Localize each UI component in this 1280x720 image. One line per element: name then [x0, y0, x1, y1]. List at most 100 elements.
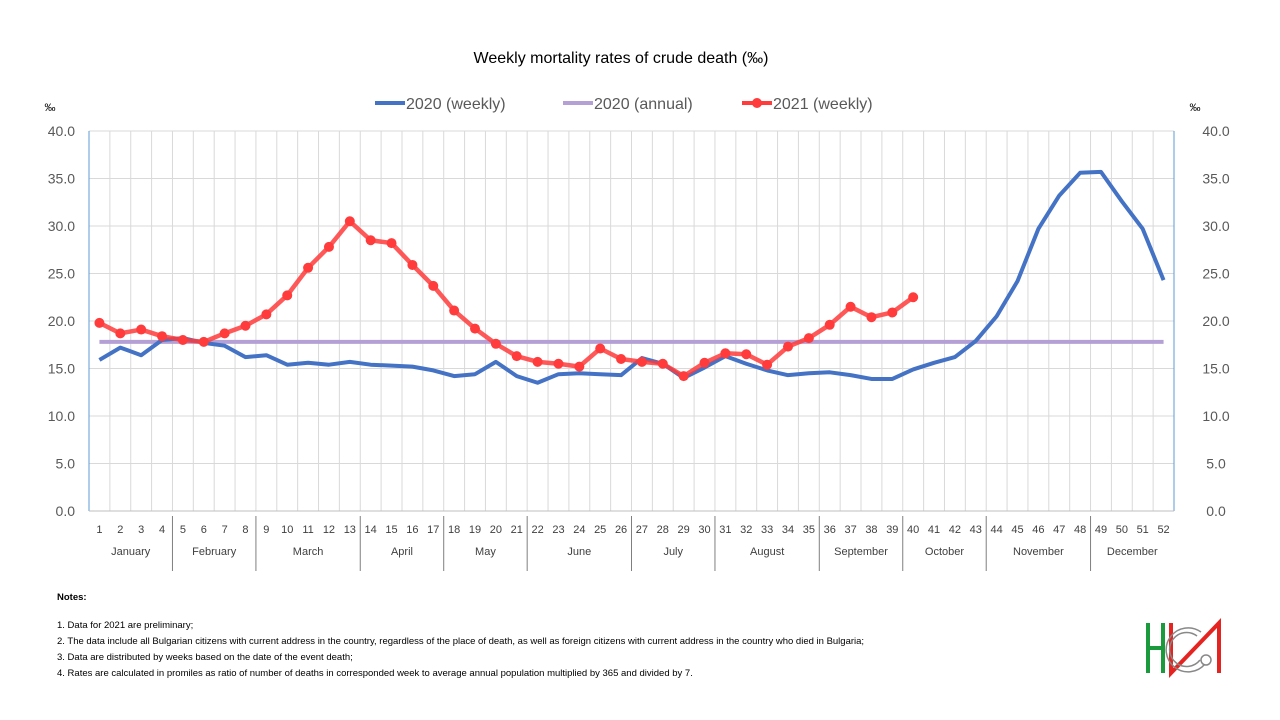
y-tick-right: 5.0 — [1206, 456, 1226, 472]
x-tick-label: 8 — [242, 524, 248, 536]
y-tick-right: 25.0 — [1202, 266, 1229, 282]
x-tick-label: 17 — [427, 524, 439, 536]
x-tick-label: 52 — [1157, 524, 1169, 536]
x-tick-label: 24 — [573, 524, 585, 536]
data-point — [407, 259, 418, 270]
data-point — [908, 292, 919, 303]
note-item: 2. The data include all Bulgarian citize… — [57, 636, 865, 647]
data-point — [553, 358, 564, 369]
series-group — [94, 169, 1166, 385]
x-tick-label: 33 — [761, 524, 773, 536]
x-tick-label: 32 — [740, 524, 752, 536]
series-line-2020-weekly- — [98, 169, 1166, 385]
y-tick-right: 15.0 — [1202, 361, 1229, 377]
x-tick-label: 45 — [1011, 524, 1023, 536]
x-tick-label: 28 — [657, 524, 669, 536]
nsi-logo — [1146, 618, 1221, 678]
mortality-chart: Weekly mortality rates of crude death (‰… — [45, 50, 1230, 571]
axes: 0.0 0.0 5.0 5.0 10.0 10.0 15.0 15.0 20.0 20.0 25.0… — [48, 123, 1230, 571]
data-point — [386, 238, 397, 249]
data-point — [616, 354, 627, 364]
x-tick-label: 49 — [1095, 524, 1107, 536]
gridlines — [89, 130, 1174, 512]
month-label: April — [391, 546, 413, 558]
notes: Notes: 1. Data for 2021 are preliminary;… — [57, 590, 864, 682]
month-label: July — [663, 546, 683, 558]
x-tick-label: 48 — [1074, 524, 1086, 536]
x-tick-label: 29 — [678, 524, 690, 536]
x-tick-label: 19 — [469, 524, 481, 536]
data-point — [741, 349, 752, 360]
x-tick-label: 22 — [531, 524, 543, 536]
series-line-2021-weekly- — [98, 219, 915, 379]
data-point — [490, 338, 501, 349]
month-label: November — [1013, 546, 1064, 558]
x-tick-label: 41 — [928, 524, 940, 536]
x-tick-label: 31 — [719, 524, 731, 536]
month-label: February — [192, 546, 237, 558]
chart-title: Weekly mortality rates of crude death (‰… — [474, 50, 769, 67]
legend-label: 2020 (weekly) — [406, 96, 506, 113]
x-tick-label: 34 — [782, 524, 794, 536]
legend: 2020 (weekly) 2020 (annual) 2021 (weekly) — [375, 96, 873, 113]
month-label: May — [475, 546, 496, 558]
x-tick-label: 30 — [698, 524, 710, 536]
data-point — [824, 319, 835, 330]
data-point — [177, 335, 188, 345]
x-tick-label: 21 — [511, 524, 523, 536]
data-point — [762, 359, 773, 370]
notes-title: Notes: — [57, 592, 87, 603]
data-point — [470, 323, 481, 334]
x-tick-label: 6 — [201, 524, 207, 536]
y-tick-left: 35.0 — [48, 171, 75, 187]
month-label: June — [567, 546, 591, 558]
data-point — [136, 324, 147, 335]
data-point — [365, 235, 376, 246]
month-label: January — [111, 546, 151, 558]
data-point — [219, 328, 230, 339]
x-tick-label: 12 — [323, 524, 335, 536]
data-point — [657, 358, 668, 369]
x-tick-label: 42 — [949, 524, 961, 536]
data-point — [636, 356, 647, 367]
data-point — [449, 305, 460, 316]
x-tick-label: 10 — [281, 524, 293, 536]
data-point — [887, 307, 898, 318]
data-point — [282, 290, 293, 301]
y-tick-left: 10.0 — [48, 408, 75, 424]
data-point — [261, 309, 272, 320]
x-tick-label: 40 — [907, 524, 919, 536]
data-point — [303, 262, 314, 273]
x-tick-label: 43 — [970, 524, 982, 536]
x-tick-label: 50 — [1116, 524, 1128, 536]
x-tick-label: 36 — [824, 524, 836, 536]
month-label: October — [925, 546, 964, 558]
x-tick-label: 25 — [594, 524, 606, 536]
y-tick-left: 0.0 — [56, 503, 76, 519]
data-point — [428, 280, 439, 291]
y-tick-right: 20.0 — [1202, 313, 1229, 329]
x-tick-label: 5 — [180, 524, 186, 536]
y-tick-right: 0.0 — [1206, 503, 1226, 519]
y-tick-left: 25.0 — [48, 266, 75, 282]
note-item: 4. Rates are calculated in promiles as r… — [57, 668, 693, 679]
x-tick-label: 14 — [365, 524, 377, 536]
y-axis-left-unit: ‰ — [45, 102, 56, 114]
x-tick-label: 18 — [448, 524, 460, 536]
y-axis-right-unit: ‰ — [1190, 102, 1201, 114]
x-tick-label: 2 — [117, 524, 123, 536]
x-tick-label: 13 — [344, 524, 356, 536]
note-item: 1. Data for 2021 are preliminary; — [57, 620, 194, 631]
data-point — [240, 320, 251, 331]
x-tick-label: 35 — [803, 524, 815, 536]
y-tick-left: 30.0 — [48, 218, 75, 234]
data-point — [803, 333, 814, 344]
data-point — [157, 331, 168, 342]
x-tick-label: 3 — [138, 524, 144, 536]
y-tick-left: 40.0 — [48, 123, 75, 139]
x-tick-label: 23 — [552, 524, 564, 536]
month-label: September — [834, 546, 888, 558]
data-point — [323, 241, 334, 252]
x-tick-label: 26 — [615, 524, 627, 536]
data-point — [595, 343, 606, 354]
